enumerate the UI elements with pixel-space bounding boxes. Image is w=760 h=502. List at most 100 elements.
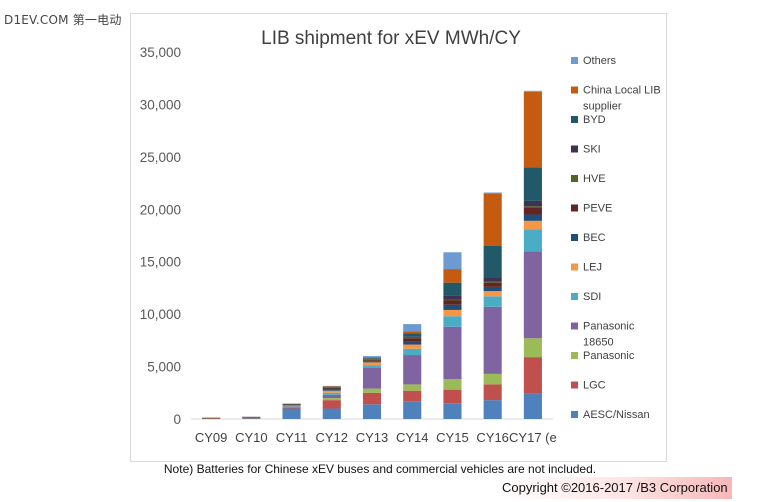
bar-segment — [322, 388, 341, 390]
site-watermark: D1EV.COM 第一电动 — [4, 13, 122, 27]
legend-label: Panasonic — [583, 350, 635, 362]
x-tick-label: CY13 — [356, 430, 389, 445]
bar-segment — [443, 282, 462, 296]
bar-segment — [523, 338, 542, 358]
x-tick-label: CY12 — [316, 430, 349, 445]
bar-segment — [523, 251, 542, 339]
y-tick-label: 5,000 — [147, 360, 181, 375]
bar-segment — [362, 358, 382, 360]
bar-segment — [282, 404, 301, 406]
bar-segment — [403, 344, 422, 349]
legend-label: LEJ — [583, 262, 602, 274]
bar-segment — [282, 405, 301, 407]
bar-segment — [403, 384, 422, 391]
bar-segment — [362, 361, 382, 363]
bar-segment — [523, 214, 542, 221]
legend-swatch — [571, 86, 578, 94]
legend-label: HVE — [583, 173, 606, 185]
y-tick-label: 15,000 — [140, 255, 181, 270]
bar-segment — [403, 331, 422, 334]
y-tick-label: 35,000 — [140, 45, 181, 60]
legend-swatch — [571, 263, 578, 271]
bar-segment — [322, 387, 341, 389]
bar-segment — [362, 404, 382, 419]
bar-segment — [443, 403, 462, 419]
bar-segment — [362, 362, 382, 366]
bar-segment — [403, 336, 422, 338]
bar-segment — [483, 282, 502, 287]
legend-label: LGC — [583, 380, 606, 392]
bar-segment — [483, 400, 502, 419]
x-axis: CY09 CY10 CY11 CY12 CY13 CY14 CY15 CY16 CY17 (e — [191, 418, 557, 445]
bar-segment — [483, 281, 502, 283]
bar-segment — [483, 296, 502, 307]
x-tick-label: CY11 — [276, 430, 308, 445]
bar-segment — [523, 229, 542, 252]
bar-segment — [523, 91, 542, 168]
bar-segment — [362, 359, 382, 360]
bar-segment — [322, 387, 341, 389]
bar-segment — [523, 200, 542, 207]
legend-label: supplier — [583, 101, 622, 113]
bar-segment — [362, 365, 382, 368]
bar-segment — [282, 406, 301, 407]
bar-segment — [483, 193, 502, 246]
legend-swatch — [571, 411, 578, 418]
y-tick-label: 20,000 — [140, 202, 181, 217]
bar-segment — [523, 90, 542, 92]
legend-swatch — [571, 234, 578, 241]
bar-segment — [362, 356, 382, 358]
bar-segment — [322, 388, 341, 389]
y-axis: 0 5,000 10,000 15,000 20,000 25,000 30,000 35,0… — [140, 45, 181, 427]
bar-segment — [443, 269, 462, 283]
legend-swatch — [571, 381, 578, 389]
bar-segment — [282, 405, 301, 406]
bar-segment — [322, 385, 341, 387]
bar-segment — [282, 406, 301, 408]
legend-label: Panasonic — [583, 321, 635, 333]
bar-segment — [483, 291, 502, 297]
bar-segment — [362, 360, 382, 362]
bar-segment — [523, 206, 542, 208]
y-tick-label: 10,000 — [140, 307, 181, 322]
chart-title: LIB shipment for xEV MWh/CY — [261, 28, 521, 49]
bar-segment — [403, 337, 422, 339]
bar-segment — [282, 408, 301, 419]
legend-swatch — [571, 175, 578, 182]
bars-group — [202, 90, 542, 420]
bar-segment — [443, 309, 462, 317]
bar-segment — [403, 355, 422, 385]
bar-segment — [523, 357, 542, 394]
y-tick-label: 0 — [173, 412, 181, 427]
legend-swatch — [571, 57, 578, 64]
x-tick-label: CY10 — [235, 430, 268, 445]
bar-segment — [403, 324, 422, 332]
bar-segment — [403, 401, 422, 419]
legend-label: Others — [583, 55, 617, 67]
bar-segment — [443, 299, 462, 301]
x-tick-label: CY16 — [476, 430, 509, 445]
x-tick-label: CY15 — [436, 430, 469, 445]
y-tick-label: 25,000 — [140, 150, 181, 165]
copyright-banner: Copyright ©2016-2017 /B3 Corporation — [498, 477, 732, 499]
bar-segment — [362, 357, 382, 359]
bar-segment — [362, 388, 382, 393]
bar-segment — [403, 348, 422, 356]
legend-label: SKI — [583, 144, 601, 156]
stacked-bar-chart: LIB shipment for xEV MWh/CY 0 5,000 10,000… — [140, 28, 661, 445]
bar-segment — [523, 207, 542, 215]
legend-swatch — [571, 204, 578, 212]
bar-segment — [322, 386, 341, 388]
bar-segment — [322, 394, 341, 399]
legend-label: China Local LIB — [583, 85, 661, 97]
bar-segment — [443, 300, 462, 305]
bar-segment — [322, 389, 341, 391]
bar-segment — [322, 398, 341, 401]
legend-label: AESC/Nissan — [583, 409, 650, 421]
bar-segment — [523, 393, 542, 419]
bar-segment — [483, 306, 502, 374]
bar-segment — [483, 277, 502, 282]
x-tick-label: CY17 (e — [509, 430, 557, 445]
bar-segment — [483, 245, 502, 278]
